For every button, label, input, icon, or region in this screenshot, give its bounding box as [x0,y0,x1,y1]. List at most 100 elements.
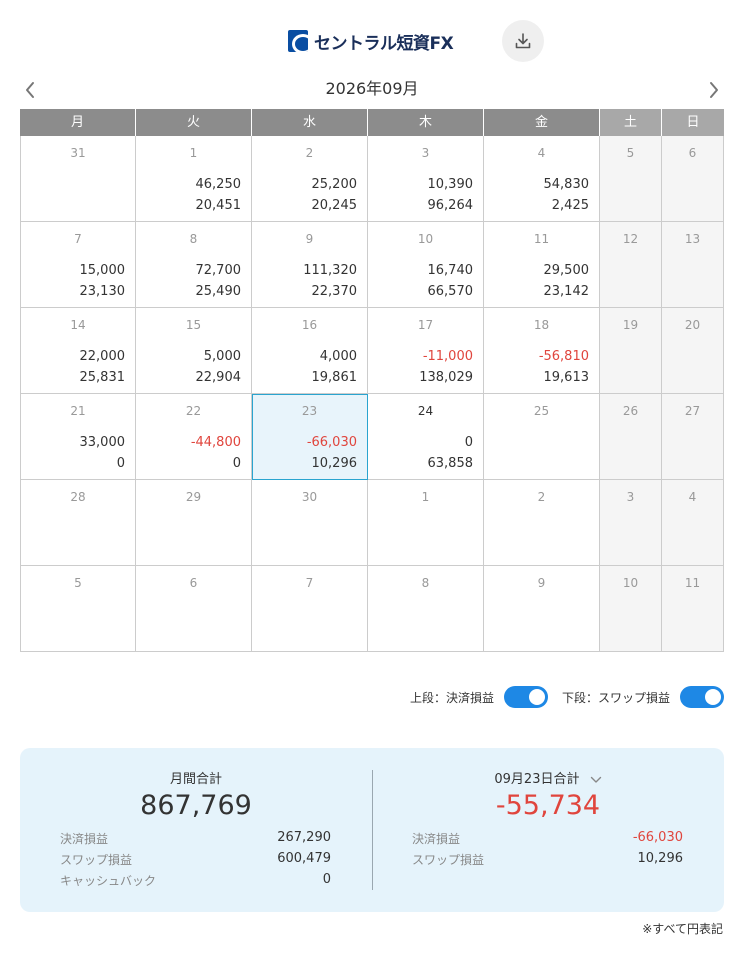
lower-row-toggle-group: 下段：スワップ損益 [562,686,724,708]
calendar-day-cell[interactable]: 2 25,200 20,245 [252,136,368,222]
currency-footnote: ※すべて円表記 [642,922,723,936]
day-number: 26 [622,404,639,418]
day-number: 3 [421,146,430,160]
day-number: 21 [70,404,86,418]
calendar-day-cell[interactable]: 14 22,000 25,831 [20,308,136,394]
weekday-label: 木 [368,109,484,136]
weekday-label: 金 [484,109,600,136]
settlement-pnl-value: 54,830 [543,177,590,192]
daily-row-swap: スワップ損益 10,296 [412,851,683,869]
calendar-day-cell[interactable]: 11 29,500 23,142 [484,222,600,308]
day-number: 4 [537,146,546,160]
calendar-day-cell[interactable]: 11 [662,566,724,652]
day-number: 31 [70,146,86,160]
monthly-row-settlement: 決済損益 267,290 [60,830,331,848]
calendar-day-cell[interactable]: 21 33,000 0 [20,394,136,480]
calendar-day-cell[interactable]: 15 5,000 22,904 [136,308,252,394]
calendar-day-cell[interactable]: 23 -66,030 10,296 [252,394,368,480]
calendar-day-cell[interactable]: 10 [600,566,662,652]
calendar-day-cell[interactable]: 5 [20,566,136,652]
swap-pnl-value: 0 [116,456,125,471]
calendar-day-cell[interactable]: 1 [368,480,484,566]
day-number: 16 [301,318,318,332]
calendar-day-cell[interactable]: 28 [20,480,136,566]
monthly-row-value: 600,479 [277,851,331,866]
day-number: 22 [185,404,202,418]
calendar-day-cell[interactable]: 7 [252,566,368,652]
settlement-pnl-value: 10,390 [427,177,474,192]
next-month-button[interactable] [704,78,724,102]
lower-row-toggle-label: 下段：スワップ損益 [561,690,670,705]
calendar-day-cell[interactable]: 5 [600,136,662,222]
calendar-day-cell[interactable]: 13 [662,222,724,308]
day-number: 1 [421,490,430,504]
calendar-day-cell[interactable]: 3 10,390 96,264 [368,136,484,222]
calendar-day-cell[interactable]: 31 [20,136,136,222]
weekday-label: 月 [20,109,136,136]
day-number: 27 [684,404,701,418]
daily-total: -55,734 [495,790,601,821]
calendar-day-cell[interactable]: 18 -56,810 19,613 [484,308,600,394]
settlement-pnl-value: 33,000 [79,435,126,450]
daily-row-label: スワップ損益 [412,853,485,867]
calendar-day-cell[interactable]: 3 [600,480,662,566]
calendar-day-cell[interactable]: 10 16,740 66,570 [368,222,484,308]
calendar-day-cell[interactable]: 6 [662,136,724,222]
calendar-day-cell[interactable]: 29 [136,480,252,566]
summary-divider [372,770,373,890]
calendar-day-cell[interactable]: 27 [662,394,724,480]
swap-pnl-value: 25,490 [195,284,242,299]
calendar-day-cell[interactable]: 9 111,320 22,370 [252,222,368,308]
settlement-pnl-value: 5,000 [203,349,241,364]
swap-pnl-value: 23,130 [79,284,126,299]
day-number: 25 [533,404,550,418]
calendar-day-cell[interactable]: 2 [484,480,600,566]
settlement-pnl-value: 0 [464,435,473,450]
calendar-day-cell[interactable]: 8 [368,566,484,652]
swap-pnl-value: 138,029 [419,370,473,385]
swap-pnl-value: 96,264 [427,198,474,213]
settlement-pnl-value: -44,800 [190,435,241,450]
calendar-day-cell[interactable]: 19 [600,308,662,394]
upper-row-toggle-label: 上段：決済損益 [409,690,494,705]
swap-pnl-value: 66,570 [427,284,474,299]
upper-row-toggle[interactable] [503,686,548,708]
calendar-day-cell[interactable]: 12 [600,222,662,308]
calendar-day-cell[interactable]: 16 4,000 19,861 [252,308,368,394]
calendar-day-cell[interactable]: 4 [662,480,724,566]
swap-pnl-value: 22,904 [195,370,242,385]
calendar-day-cell[interactable]: 22 -44,800 0 [136,394,252,480]
calendar-day-cell[interactable]: 17 -11,000 138,029 [368,308,484,394]
calendar-day-cell[interactable]: 26 [600,394,662,480]
upper-row-toggle-group: 上段：決済損益 [410,686,548,708]
calendar-day-cell[interactable]: 8 72,700 25,490 [136,222,252,308]
calendar-week-row: 31 1 46,250 20,451 2 25,200 20,245 3 10,390 96,26… [20,136,725,222]
day-number: 24 [417,404,434,418]
calendar-day-cell[interactable]: 7 15,000 23,130 [20,222,136,308]
calendar-day-cell[interactable]: 25 [484,394,600,480]
day-number: 8 [421,576,430,590]
weekday-label: 土 [600,109,662,136]
download-button[interactable] [502,20,544,62]
daily-summary-selector[interactable]: 09月23日合計 [372,768,724,787]
chevron-down-icon [590,776,601,783]
previous-month-button[interactable] [20,78,40,102]
summary-panel: 月間合計 867,769 決済損益 267,290 スワップ損益 600,479… [20,748,724,912]
settlement-pnl-value: 15,000 [79,263,126,278]
calendar-day-cell[interactable]: 9 [484,566,600,652]
settlement-pnl-value: 29,500 [543,263,590,278]
daily-row-settlement: 決済損益 -66,030 [412,830,683,848]
calendar-day-cell[interactable]: 4 54,830 2,425 [484,136,600,222]
calendar-day-cell[interactable]: 1 46,250 20,451 [136,136,252,222]
settlement-pnl-value: 111,320 [303,263,357,278]
calendar-day-cell[interactable]: 30 [252,480,368,566]
lower-row-toggle[interactable] [680,686,724,708]
calendar-day-cell[interactable]: 6 [136,566,252,652]
settlement-pnl-value: 16,740 [427,263,474,278]
swap-pnl-value: 20,451 [195,198,242,213]
calendar-day-cell[interactable]: 24 0 63,858 [368,394,484,480]
calendar-day-cell[interactable]: 20 [662,308,724,394]
day-number: 30 [301,490,318,504]
day-number: 29 [185,490,202,504]
day-number: 5 [626,146,635,160]
